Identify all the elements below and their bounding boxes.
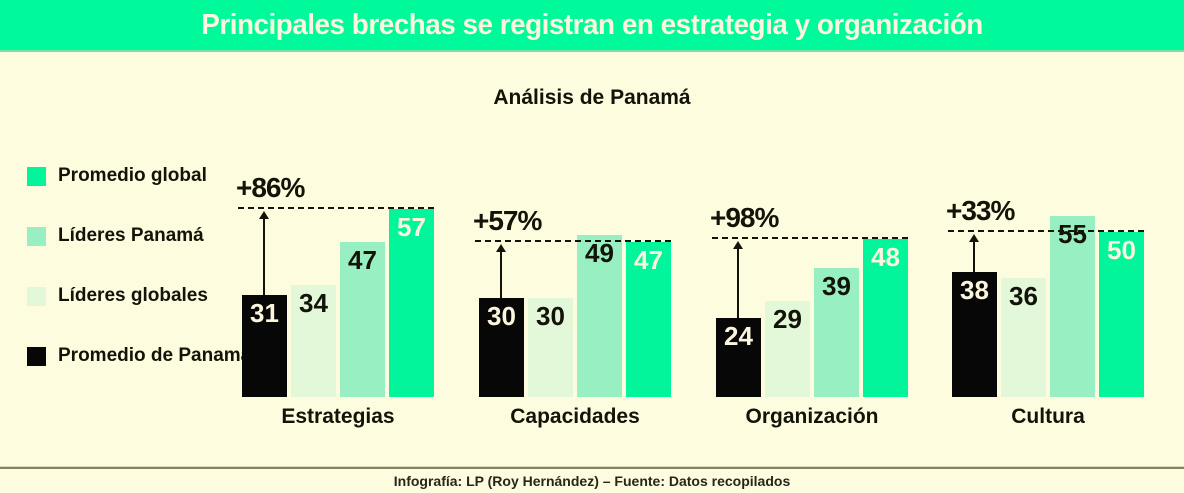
bar-lideres-globales-estrategias: 34 [291, 284, 336, 397]
bar-promedio-de-panama-organizacion: 24 [716, 317, 761, 397]
legend-label: Líderes Panamá [58, 225, 204, 246]
bar-value-label: 39 [822, 271, 851, 302]
legend-swatch-lideres-panama [27, 226, 46, 246]
gap-percentage-label: +57% [473, 204, 542, 236]
bar-promedio-de-panama-estrategias: 31 [242, 294, 287, 397]
bar-lideres-panama-organizacion: 39 [814, 268, 859, 397]
bar-group-organizacion: 24 29 39 48 +98% Organización [710, 157, 908, 428]
bar-value-label: 47 [634, 244, 663, 275]
gap-target-dashed-line [712, 236, 908, 239]
bar-value-label: 49 [585, 238, 614, 269]
bar-lideres-panama-capacidades: 49 [577, 235, 622, 397]
bar-value-label: 29 [773, 304, 802, 335]
bar-group-cultura: 38 36 55 50 +33% Cultura [946, 157, 1144, 428]
bar-value-label: 30 [536, 301, 565, 331]
legend-item-lideres-globales: Líderes globales [27, 285, 251, 306]
bar-promedio-global-capacidades: 47 [626, 241, 671, 397]
bar-value-label: 24 [724, 320, 753, 351]
category-label-capacidades: Capacidades [510, 405, 640, 428]
category-label-organizacion: Organización [745, 405, 879, 428]
footer-divider [0, 467, 1184, 469]
gap-arrow [496, 243, 506, 298]
legend-label: Líderes globales [58, 285, 208, 306]
bar-value-label: 48 [871, 241, 900, 272]
gap-arrow [969, 234, 979, 272]
category-label-estrategias: Estrategias [281, 405, 395, 428]
legend-label: Promedio global [58, 165, 207, 186]
bar-lideres-panama-cultura: 55 [1050, 215, 1095, 397]
gap-percentage-label: +98% [710, 201, 779, 233]
legend-item-promedio-global: Promedio global [27, 165, 251, 186]
bar-promedio-de-panama-cultura: 38 [952, 271, 997, 397]
page-title: Principales brechas se registran en estr… [201, 8, 983, 41]
bar-lideres-globales-capacidades: 30 [528, 298, 573, 397]
gap-percentage-label: +33% [946, 195, 1015, 226]
bar-value-label: 55 [1058, 218, 1087, 249]
title-banner: Principales brechas se registran en estr… [0, 0, 1184, 52]
gap-target-dashed-line [948, 230, 1144, 232]
bar-group-capacidades: 30 30 49 47 +57% Capacidades [473, 157, 671, 428]
legend-item-promedio-de-panama: Promedio de Panamá [27, 345, 252, 366]
chart-area: 31 34 47 57 +86% Estrategias 30 30 49 47 +57% Capac… [0, 157, 1184, 428]
bar-value-label: 31 [250, 297, 279, 328]
bar-lideres-globales-organizacion: 29 [765, 301, 810, 397]
gap-arrow [259, 210, 269, 295]
bar-value-label: 34 [299, 287, 328, 318]
bar-lideres-globales-cultura: 36 [1001, 278, 1046, 397]
legend-swatch-promedio-de-panama [27, 346, 46, 366]
gap-target-dashed-line [475, 239, 671, 242]
footer-credit: Infografía: LP (Roy Hernández) – Fuente:… [393, 473, 791, 489]
bar-value-label: 38 [960, 274, 989, 305]
bar-value-label: 50 [1107, 235, 1136, 265]
gap-arrow-head [496, 243, 506, 252]
legend-label: Promedio de Panamá [58, 345, 252, 366]
gap-arrow-head [259, 210, 269, 219]
category-label-cultura: Cultura [1011, 405, 1085, 428]
bar-promedio-global-cultura: 50 [1099, 232, 1144, 397]
bar-value-label: 47 [348, 244, 377, 275]
bar-group-estrategias: 31 34 47 57 +86% Estrategias [236, 157, 434, 428]
bar-promedio-de-panama-capacidades: 30 [479, 298, 524, 397]
gap-arrow-head [969, 234, 979, 243]
bar-value-label: 57 [397, 211, 426, 242]
legend: Promedio global Líderes Panamá Líderes g… [27, 165, 252, 406]
gap-arrow-head [733, 240, 743, 249]
bar-value-label: 36 [1009, 281, 1038, 312]
bar-promedio-global-organizacion: 48 [863, 238, 908, 397]
chart-subtitle: Análisis de Panamá [493, 86, 691, 109]
legend-swatch-lideres-globales [27, 286, 46, 306]
bar-lideres-panama-estrategias: 47 [340, 241, 385, 397]
legend-item-lideres-panama: Líderes Panamá [27, 225, 251, 246]
bar-promedio-global-estrategias: 57 [389, 208, 434, 397]
legend-swatch-promedio-global [27, 166, 46, 186]
gap-target-dashed-line [238, 206, 434, 209]
bar-value-label: 30 [487, 301, 516, 331]
gap-arrow [733, 240, 743, 318]
gap-percentage-label: +86% [236, 171, 305, 203]
